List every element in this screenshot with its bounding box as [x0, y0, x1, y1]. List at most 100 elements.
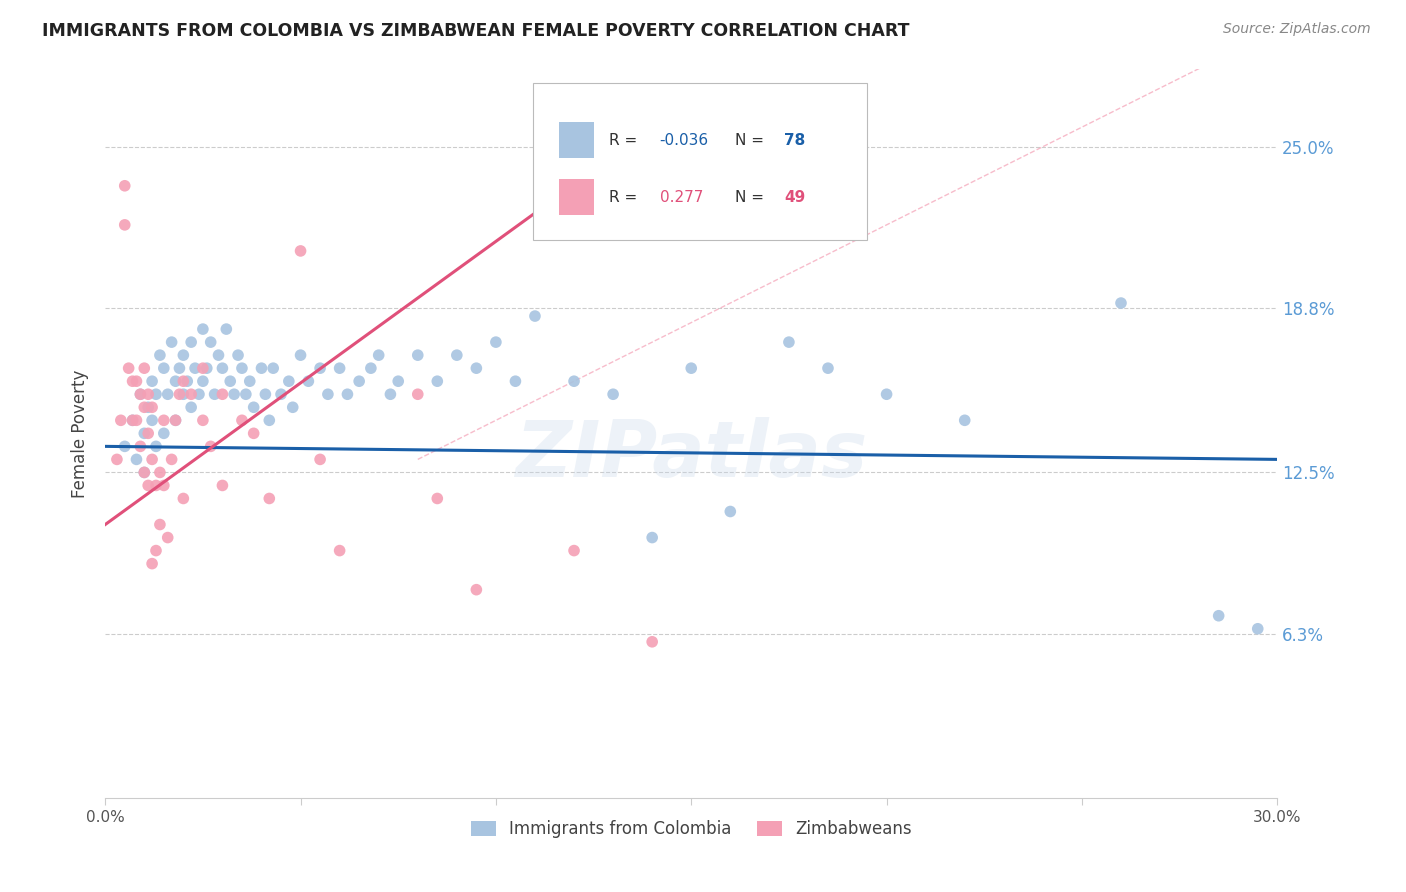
Point — [136, 387, 159, 401]
Point — [505, 374, 527, 388]
Point — [160, 452, 183, 467]
Point — [200, 335, 222, 350]
Point — [219, 374, 242, 388]
Point — [134, 466, 156, 480]
Point — [254, 387, 277, 401]
Point — [681, 361, 703, 376]
Text: Source: ZipAtlas.com: Source: ZipAtlas.com — [1223, 22, 1371, 37]
FancyBboxPatch shape — [533, 83, 868, 240]
Point — [211, 361, 233, 376]
Point — [184, 361, 207, 376]
Point — [180, 401, 202, 415]
Point — [165, 374, 187, 388]
Point — [121, 413, 143, 427]
Point — [180, 387, 202, 401]
Point — [211, 478, 233, 492]
Point — [114, 439, 136, 453]
Point — [259, 413, 281, 427]
Point — [136, 478, 159, 492]
Point — [426, 374, 449, 388]
Legend: Immigrants from Colombia, Zimbabweans: Immigrants from Colombia, Zimbabweans — [464, 814, 918, 845]
Point — [426, 491, 449, 506]
Point — [176, 374, 198, 388]
Point — [224, 387, 246, 401]
Point — [1109, 296, 1132, 310]
Point — [290, 244, 312, 258]
Point — [1247, 622, 1270, 636]
Point — [129, 387, 152, 401]
Point — [277, 374, 299, 388]
Point — [204, 387, 226, 401]
Point — [309, 452, 332, 467]
Text: N =: N = — [734, 133, 769, 148]
Point — [242, 401, 264, 415]
Point — [387, 374, 409, 388]
Point — [172, 348, 194, 362]
Point — [465, 582, 488, 597]
Point — [191, 322, 214, 336]
Point — [153, 361, 176, 376]
Point — [141, 374, 163, 388]
Point — [817, 361, 839, 376]
Point — [215, 322, 238, 336]
Point — [153, 478, 176, 492]
Point — [602, 387, 624, 401]
Point — [562, 543, 585, 558]
Point — [141, 413, 163, 427]
Point — [309, 361, 332, 376]
Text: R =: R = — [609, 190, 643, 204]
Point — [172, 491, 194, 506]
Point — [125, 374, 148, 388]
Text: ZIPatlas: ZIPatlas — [515, 417, 868, 493]
Point — [160, 335, 183, 350]
Point — [953, 413, 976, 427]
Point — [195, 361, 218, 376]
Point — [165, 413, 187, 427]
Point — [134, 361, 156, 376]
Point — [207, 348, 229, 362]
Point — [134, 426, 156, 441]
Point — [718, 504, 741, 518]
Text: 78: 78 — [783, 133, 806, 148]
Point — [125, 413, 148, 427]
Point — [270, 387, 292, 401]
FancyBboxPatch shape — [558, 179, 593, 215]
Point — [465, 361, 488, 376]
Point — [316, 387, 339, 401]
Point — [153, 426, 176, 441]
Point — [231, 413, 253, 427]
Point — [141, 401, 163, 415]
Point — [235, 387, 257, 401]
Point — [169, 387, 191, 401]
Text: -0.036: -0.036 — [659, 133, 709, 148]
Point — [149, 348, 172, 362]
Point — [562, 374, 585, 388]
Point — [134, 466, 156, 480]
Point — [360, 361, 382, 376]
Point — [367, 348, 389, 362]
Point — [406, 348, 429, 362]
Text: N =: N = — [734, 190, 769, 204]
Point — [876, 387, 898, 401]
Point — [145, 387, 167, 401]
Point — [129, 439, 152, 453]
Point — [172, 387, 194, 401]
Point — [329, 361, 352, 376]
Point — [211, 387, 233, 401]
Point — [297, 374, 319, 388]
Point — [145, 478, 167, 492]
Point — [191, 361, 214, 376]
Point — [105, 452, 128, 467]
Point — [226, 348, 249, 362]
Point — [290, 348, 312, 362]
Point — [136, 426, 159, 441]
Point — [121, 413, 143, 427]
Point — [347, 374, 370, 388]
Text: IMMIGRANTS FROM COLOMBIA VS ZIMBABWEAN FEMALE POVERTY CORRELATION CHART: IMMIGRANTS FROM COLOMBIA VS ZIMBABWEAN F… — [42, 22, 910, 40]
Point — [180, 335, 202, 350]
Point — [141, 452, 163, 467]
Point — [145, 439, 167, 453]
Point — [778, 335, 800, 350]
Point — [141, 557, 163, 571]
Point — [200, 439, 222, 453]
